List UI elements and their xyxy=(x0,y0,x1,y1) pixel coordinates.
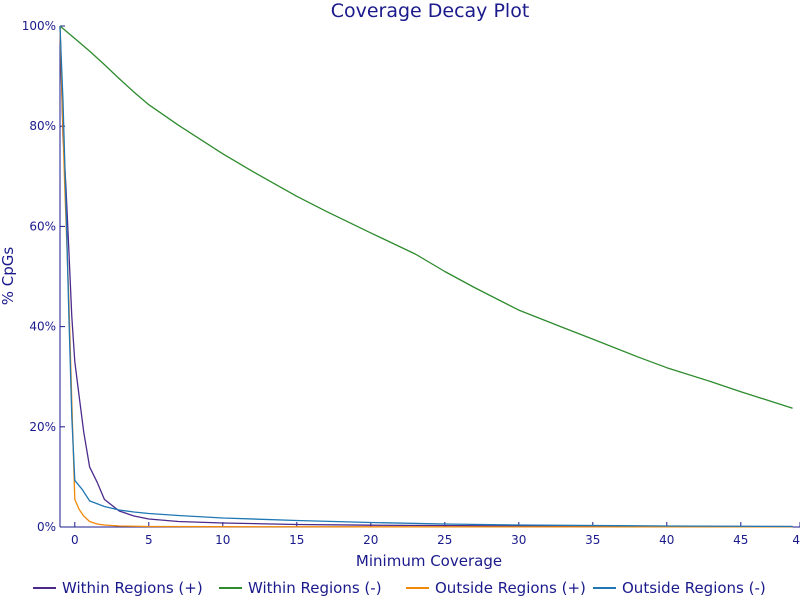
x-tick-label: 5 xyxy=(145,533,153,547)
series-lines xyxy=(59,25,793,528)
x-tick-label: 49 xyxy=(792,533,800,547)
x-tick-label: 30 xyxy=(511,533,526,547)
legend-item: Outside Regions (+) xyxy=(406,579,586,597)
legend-label: Within Regions (-) xyxy=(248,579,382,597)
y-tick-label: 60% xyxy=(29,219,56,233)
series-line-outside-regions xyxy=(59,25,793,528)
y-ticks: 0% 20% 40% 60% 80% 100% xyxy=(22,19,65,534)
legend-item: Within Regions (-) xyxy=(219,579,382,597)
series-line-within-regions xyxy=(59,25,793,409)
chart-title: Coverage Decay Plot xyxy=(331,0,530,22)
legend-label: Outside Regions (+) xyxy=(435,579,586,597)
x-tick-label: 35 xyxy=(585,533,600,547)
plot-area: 0% 20% 40% 60% 80% 100% 0 5 10 15 20 25 30 35 40 45 49 xyxy=(22,19,800,547)
legend-item: Outside Regions (-) xyxy=(593,579,766,597)
x-tick-label: 45 xyxy=(733,533,748,547)
y-tick-label: 80% xyxy=(29,119,56,133)
y-tick-label: 0% xyxy=(37,520,56,534)
x-tick-label: 20 xyxy=(363,533,378,547)
x-tick-label: 15 xyxy=(289,533,304,547)
x-tick-label: 40 xyxy=(659,533,674,547)
x-tick-label: 25 xyxy=(437,533,452,547)
x-tick-label: 0 xyxy=(71,533,79,547)
x-ticks: 0 5 10 15 20 25 30 35 40 45 49 xyxy=(71,522,800,547)
legend-label: Within Regions (+) xyxy=(62,579,203,597)
x-axis-label: Minimum Coverage xyxy=(356,552,502,570)
legend: Within Regions (+) Within Regions (-) Outs… xyxy=(33,579,766,597)
y-tick-label: 40% xyxy=(29,320,56,334)
x-tick-label: 10 xyxy=(215,533,230,547)
y-tick-label: 100% xyxy=(22,19,56,33)
y-tick-label: 20% xyxy=(29,420,56,434)
series-line-outside-regions xyxy=(59,25,793,528)
series-line-within-regions xyxy=(59,25,793,528)
y-axis-label: % CpGs xyxy=(0,247,17,306)
legend-item: Within Regions (+) xyxy=(33,579,203,597)
legend-label: Outside Regions (-) xyxy=(622,579,766,597)
